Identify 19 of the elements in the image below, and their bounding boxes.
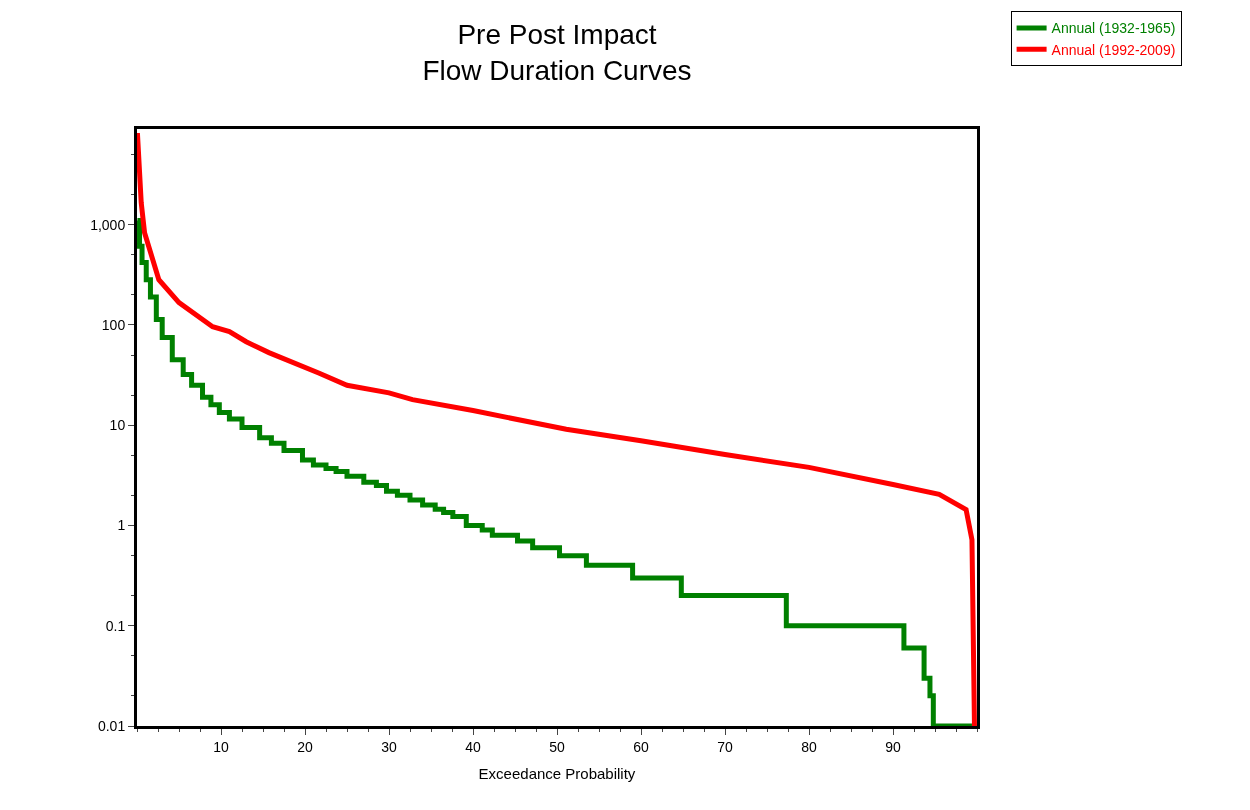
x-tick-label: 80	[801, 738, 817, 755]
x-tick-label: 70	[717, 738, 733, 755]
y-tick-label: 0.1	[105, 617, 126, 634]
legend-label: Annual (1992-2009)	[1051, 41, 1176, 58]
y-tick-label: 0.01	[97, 717, 126, 734]
x-tick-label: 40	[465, 738, 481, 755]
x-tick-label: 50	[549, 738, 565, 755]
y-tick-label: 10	[109, 417, 126, 434]
x-tick-label: 90	[885, 738, 901, 755]
legend-label: Annual (1932-1965)	[1051, 20, 1176, 37]
x-tick-label: 60	[633, 738, 649, 755]
x-tick-label: 10	[213, 738, 229, 755]
x-axis-title: Exceedance Probability	[478, 764, 636, 782]
chart-title: Pre Post Impact Flow Duration Curves	[422, 19, 692, 87]
y-tick-label: 1,000	[90, 216, 126, 233]
x-tick-label: 20	[297, 738, 313, 755]
y-tick-label: 1	[117, 517, 126, 534]
y-tick-label: 100	[101, 316, 126, 333]
x-tick-label: 30	[381, 738, 397, 755]
